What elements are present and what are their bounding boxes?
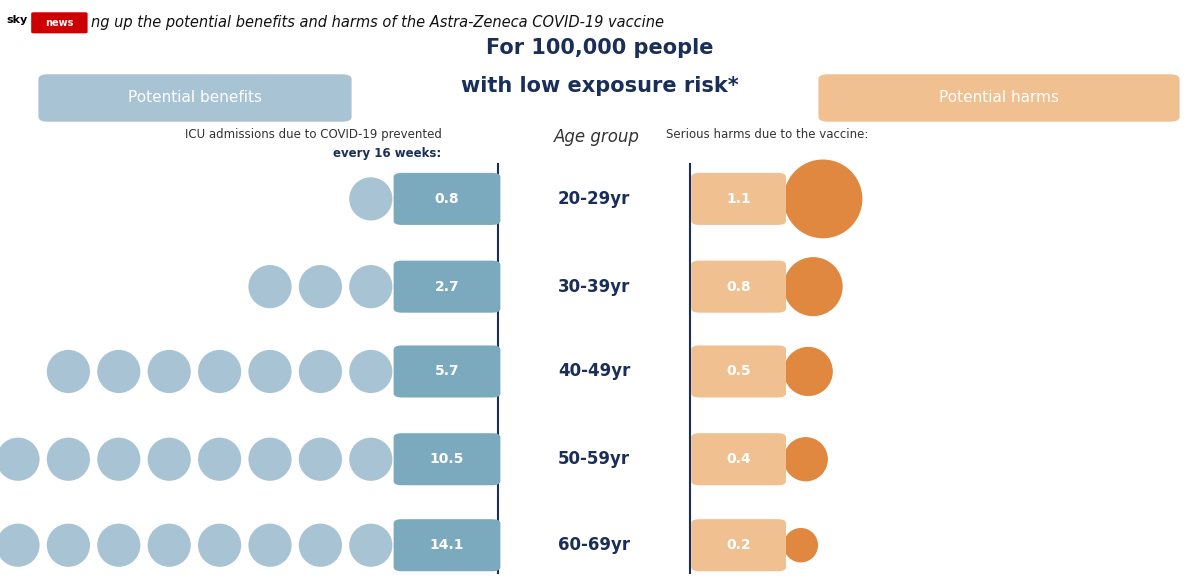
Text: 0.5: 0.5 [726, 364, 751, 378]
FancyBboxPatch shape [691, 519, 786, 571]
Text: Potential benefits: Potential benefits [128, 90, 262, 105]
Text: 20-29yr: 20-29yr [558, 190, 630, 208]
Ellipse shape [784, 257, 842, 316]
Text: For 100,000 people: For 100,000 people [486, 38, 714, 58]
Ellipse shape [349, 265, 392, 308]
Ellipse shape [148, 524, 191, 567]
Ellipse shape [784, 528, 818, 562]
Ellipse shape [198, 438, 241, 481]
Text: 40-49yr: 40-49yr [558, 363, 630, 380]
Text: 0.8: 0.8 [434, 192, 460, 206]
Text: 2.7: 2.7 [434, 280, 460, 294]
Ellipse shape [349, 438, 392, 481]
FancyBboxPatch shape [394, 173, 500, 225]
FancyBboxPatch shape [691, 173, 786, 225]
Text: ICU admissions due to COVID-19 prevented: ICU admissions due to COVID-19 prevented [185, 128, 442, 140]
Text: 5.7: 5.7 [434, 364, 460, 378]
Ellipse shape [47, 350, 90, 393]
Ellipse shape [784, 437, 828, 481]
FancyBboxPatch shape [818, 74, 1180, 122]
Text: Potential harms: Potential harms [940, 90, 1060, 105]
Text: ng up the potential benefits and harms of the Astra-Zeneca COVID-19 vaccine: ng up the potential benefits and harms o… [91, 15, 665, 30]
Ellipse shape [97, 438, 140, 481]
Text: every 16 weeks:: every 16 weeks: [334, 147, 442, 160]
FancyBboxPatch shape [394, 345, 500, 398]
Text: 1.1: 1.1 [726, 192, 751, 206]
Ellipse shape [248, 350, 292, 393]
Ellipse shape [248, 438, 292, 481]
Ellipse shape [299, 438, 342, 481]
Ellipse shape [148, 350, 191, 393]
Ellipse shape [0, 524, 40, 567]
FancyBboxPatch shape [691, 345, 786, 398]
Ellipse shape [148, 438, 191, 481]
Text: news: news [46, 18, 73, 28]
FancyBboxPatch shape [394, 433, 500, 486]
Text: with low exposure risk*: with low exposure risk* [461, 76, 739, 96]
Ellipse shape [47, 524, 90, 567]
Text: sky: sky [6, 15, 28, 25]
FancyBboxPatch shape [691, 261, 786, 312]
FancyBboxPatch shape [394, 519, 500, 571]
Text: 0.8: 0.8 [726, 280, 751, 294]
FancyBboxPatch shape [691, 433, 786, 486]
Ellipse shape [299, 350, 342, 393]
Ellipse shape [198, 524, 241, 567]
Ellipse shape [47, 438, 90, 481]
FancyBboxPatch shape [31, 12, 88, 33]
Text: 50-59yr: 50-59yr [558, 450, 630, 468]
Ellipse shape [784, 160, 863, 238]
Ellipse shape [248, 265, 292, 308]
Ellipse shape [784, 347, 833, 396]
Text: 14.1: 14.1 [430, 538, 464, 552]
Text: 10.5: 10.5 [430, 452, 464, 466]
Text: 0.4: 0.4 [726, 452, 751, 466]
Ellipse shape [299, 524, 342, 567]
Ellipse shape [299, 265, 342, 308]
Text: 30-39yr: 30-39yr [558, 278, 630, 295]
Text: Serious harms due to the vaccine:: Serious harms due to the vaccine: [666, 128, 869, 140]
Ellipse shape [349, 350, 392, 393]
Ellipse shape [248, 524, 292, 567]
Ellipse shape [0, 438, 40, 481]
Text: Age group: Age group [553, 128, 640, 146]
Text: 0.2: 0.2 [726, 538, 751, 552]
Ellipse shape [349, 177, 392, 221]
Ellipse shape [198, 350, 241, 393]
Ellipse shape [349, 524, 392, 567]
Ellipse shape [97, 350, 140, 393]
Ellipse shape [97, 524, 140, 567]
Text: 60-69yr: 60-69yr [558, 536, 630, 554]
FancyBboxPatch shape [394, 261, 500, 312]
FancyBboxPatch shape [38, 74, 352, 122]
